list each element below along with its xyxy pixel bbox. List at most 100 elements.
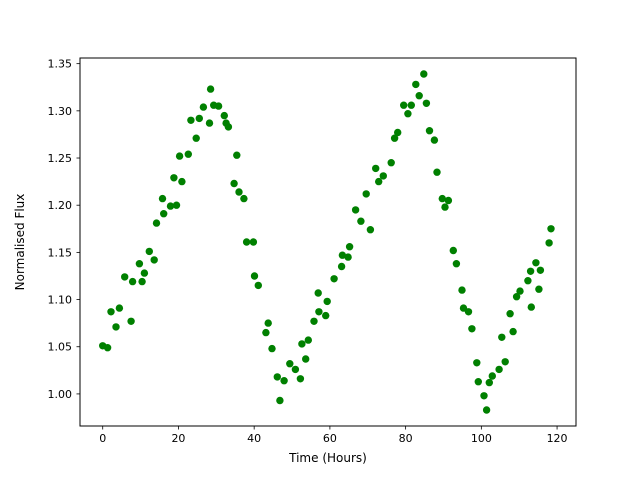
data-point — [536, 266, 545, 274]
data-point — [438, 194, 446, 203]
data-point — [375, 177, 383, 186]
data-point — [498, 333, 506, 341]
data-point — [527, 303, 535, 311]
data-point — [178, 177, 186, 186]
data-point — [322, 311, 330, 320]
plot-frame — [79, 57, 577, 427]
data-point — [449, 246, 457, 255]
x-axis-label: Time (Hours) — [288, 451, 367, 465]
y-tick-label: 1.15 — [48, 246, 73, 259]
data-point — [230, 179, 238, 188]
data-point — [474, 378, 482, 386]
data-point — [254, 281, 262, 290]
x-tick-label: 20 — [171, 432, 185, 445]
data-point — [187, 116, 195, 125]
data-point — [344, 253, 352, 261]
data-point — [394, 128, 402, 137]
data-point — [296, 375, 305, 383]
data-point — [400, 101, 408, 109]
data-point — [545, 239, 553, 247]
y-tick-label: 1.05 — [48, 341, 73, 354]
data-point — [128, 277, 137, 286]
data-point — [430, 136, 439, 144]
data-point — [412, 80, 420, 89]
data-point — [115, 304, 124, 312]
data-point — [379, 172, 387, 180]
data-point — [240, 194, 248, 203]
data-point — [249, 238, 258, 246]
data-point — [404, 110, 412, 118]
data-point — [315, 308, 323, 316]
data-point — [205, 119, 214, 127]
data-point — [526, 267, 535, 275]
y-tick-label: 1.25 — [48, 152, 73, 165]
data-point — [192, 134, 200, 142]
y-tick-label: 1.35 — [48, 58, 73, 71]
data-point — [366, 226, 375, 234]
data-point — [415, 92, 423, 100]
data-point — [488, 372, 496, 380]
data-point — [468, 325, 476, 333]
y-tick-label: 1.10 — [48, 294, 73, 307]
data-point — [160, 210, 168, 218]
data-point — [351, 206, 360, 214]
data-point — [362, 190, 370, 198]
data-point — [262, 328, 270, 337]
data-point — [302, 355, 310, 363]
data-point — [452, 260, 461, 268]
data-point — [233, 151, 241, 159]
data-point — [152, 219, 161, 227]
data-point — [268, 344, 276, 353]
y-tick-label: 1.30 — [48, 105, 73, 118]
x-tick-label: 120 — [547, 432, 568, 445]
data-point — [286, 360, 294, 368]
data-point — [206, 85, 215, 93]
x-tick-label: 0 — [99, 432, 106, 445]
data-point — [135, 260, 144, 268]
data-point — [501, 358, 509, 366]
data-point — [112, 323, 120, 331]
data-point — [547, 225, 555, 233]
data-point — [199, 103, 208, 111]
x-tick-label: 80 — [399, 432, 413, 445]
data-point — [444, 196, 453, 205]
data-point — [495, 365, 503, 374]
data-point — [314, 289, 322, 297]
x-tick-label: 60 — [323, 432, 337, 445]
data-point — [220, 111, 228, 120]
data-point — [482, 406, 491, 414]
data-point — [264, 319, 272, 327]
data-point — [480, 392, 488, 400]
data-point — [407, 101, 415, 109]
data-point — [172, 201, 181, 209]
data-point — [506, 310, 514, 318]
data-point — [298, 340, 306, 348]
data-point — [357, 217, 365, 225]
x-tick-label: 40 — [247, 432, 261, 445]
data-point — [420, 70, 428, 78]
data-point — [242, 238, 251, 246]
data-point — [535, 285, 543, 293]
data-point — [158, 194, 167, 203]
data-point — [150, 256, 158, 264]
data-point — [387, 159, 395, 167]
data-point — [250, 272, 259, 280]
data-point — [330, 275, 338, 283]
data-point — [516, 287, 524, 295]
data-point — [304, 336, 312, 344]
data-point — [145, 247, 153, 256]
data-point — [390, 134, 399, 142]
data-point — [464, 308, 473, 316]
data-point — [138, 277, 146, 286]
data-point — [166, 202, 175, 210]
data-point — [337, 262, 346, 271]
data-point — [175, 152, 184, 160]
data-point — [512, 293, 521, 301]
data-point — [532, 259, 540, 267]
data-point — [441, 203, 449, 211]
data-point — [103, 344, 112, 352]
data-point — [433, 168, 441, 176]
data-point — [121, 273, 129, 281]
data-point — [422, 99, 431, 108]
data-point — [280, 377, 288, 385]
